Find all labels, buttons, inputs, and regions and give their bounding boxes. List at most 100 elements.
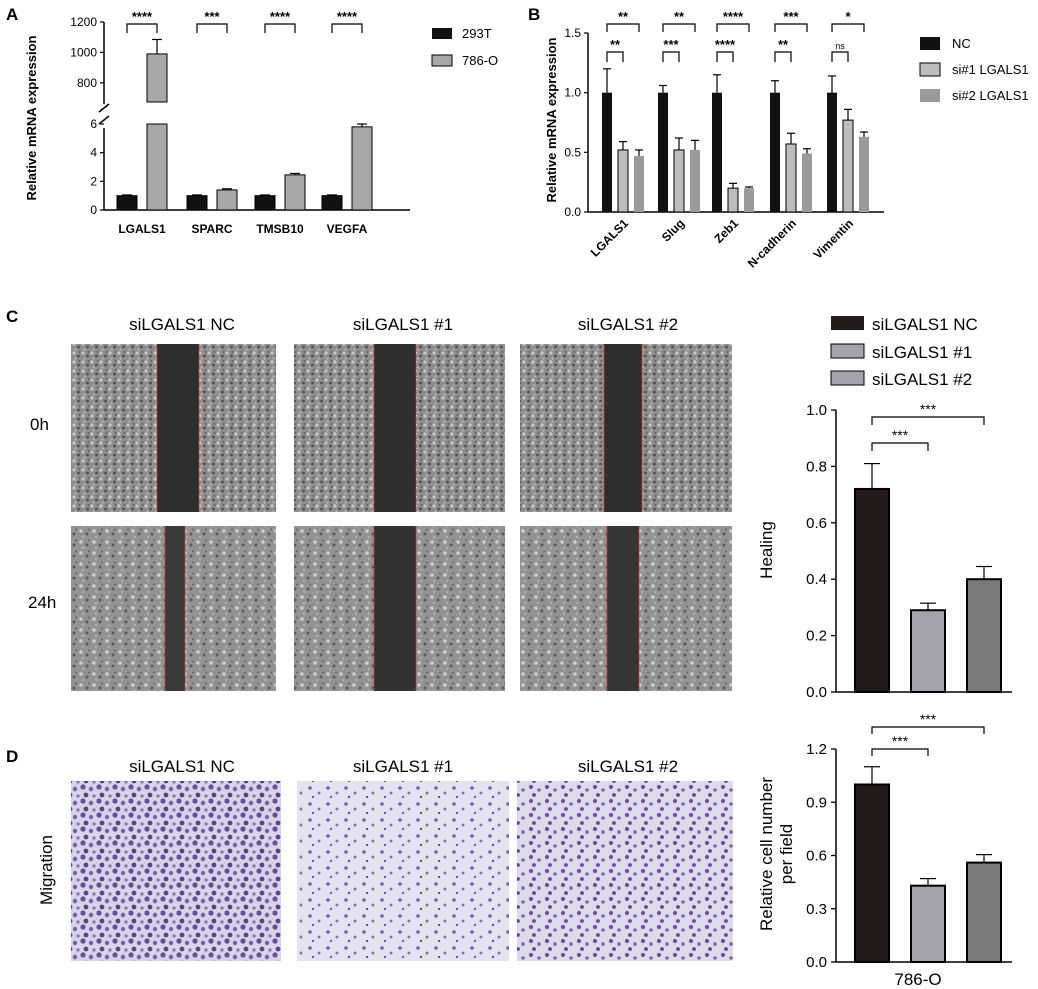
panel-c-chart: 0.0 0.2 0.4 0.6 0.8 1.0 *** *** — [806, 401, 1012, 701]
bar-nc — [770, 92, 780, 212]
legend-label-si1: si#1 LGALS1 — [952, 62, 1029, 77]
panel-a-tick-label: 800 — [77, 76, 97, 90]
panel-a-category-label: TMSB10 — [256, 222, 304, 236]
panel-d-sig-2-label: *** — [920, 711, 937, 727]
bar-nc — [658, 92, 668, 212]
panel-a-tick-label: 2 — [90, 174, 97, 188]
scratch-image-si1-24h — [294, 526, 505, 691]
bar-si1 — [673, 149, 685, 213]
panel-b-sig-outer-bracket — [774, 23, 808, 32]
panel-c-legend: siLGALS1 NC siLGALS1 #1 siLGALS1 #2 — [830, 315, 978, 389]
panel-a-tick-label: 6 — [90, 117, 97, 131]
bar-786o — [284, 174, 306, 211]
bar-si1 — [727, 187, 739, 213]
panel-a-tick-label: 1200 — [70, 15, 97, 29]
bar-786o-lower — [146, 123, 168, 211]
bar-si2 — [744, 188, 754, 212]
panel-c-row-0h: 0h — [30, 415, 49, 434]
bar-nc — [827, 92, 837, 212]
panel-c-tick-label: 0.6 — [806, 515, 827, 532]
panel-d-chart: 0.0 0.3 0.6 0.9 1.2 *** *** — [806, 711, 1012, 971]
panel-a-category-label: VEGFA — [327, 222, 368, 236]
bar-293t — [321, 195, 343, 211]
panel-b-sig-inner-label: ns — [835, 41, 845, 51]
panel-d-xlabel: 786-O — [894, 970, 941, 989]
panel-a-sig-label: **** — [270, 9, 291, 24]
bar-786o — [216, 189, 238, 211]
legend-label-c-2: siLGALS1 #2 — [872, 370, 972, 389]
panel-b-sig-inner-bracket — [606, 51, 624, 62]
panel-a-category-label: LGALS1 — [118, 222, 166, 236]
panel-b-sig-outer-bracket — [606, 23, 640, 32]
legend-label-c-nc: siLGALS1 NC — [872, 315, 978, 334]
legend-swatch-nc — [920, 37, 940, 50]
panel-c-tick-label: 0.0 — [806, 684, 827, 701]
panel-d-header-2: siLGALS1 #2 — [578, 757, 678, 776]
panel-b-category-label: Zeb1 — [711, 216, 741, 246]
panel-a-axis-break — [98, 103, 110, 113]
panel-b-category-label: LGALS1 — [588, 216, 632, 260]
bar-nc — [712, 92, 722, 212]
panel-c-label: C — [6, 307, 18, 326]
scratch-image-nc-24h — [71, 526, 276, 691]
bar-si1 — [785, 143, 797, 213]
panel-b-category-label: Slug — [659, 216, 687, 244]
panel-a-legend: 293T 786-O — [431, 26, 498, 68]
panel-d-sig-1-label: *** — [892, 733, 909, 749]
panel-b-sig-outer-label: ** — [618, 9, 629, 24]
panel-b-tick-label: 0.0 — [564, 205, 581, 219]
panel-d-tick-label: 0.6 — [806, 848, 827, 865]
panel-c-sig-1-bracket — [871, 442, 929, 451]
panel-c-row-24h: 24h — [28, 593, 56, 612]
panel-d-tick-label: 0.9 — [806, 794, 827, 811]
panel-a-sig-label: *** — [204, 9, 220, 24]
panel-c-sig-2-bracket — [871, 416, 985, 425]
bar-si1 — [617, 149, 629, 213]
legend-label-si2: si#2 LGALS1 — [952, 88, 1029, 103]
panel-b-sig-inner-label: ** — [610, 37, 621, 52]
panel-c-bar-nc — [854, 487, 890, 693]
panel-b-sig-outer-label: **** — [723, 9, 744, 24]
scratch-image-si1-0h — [294, 344, 505, 512]
bar-si2 — [859, 136, 869, 212]
migration-image-si2 — [517, 781, 733, 961]
panel-b-category-label: N-cadherin — [745, 216, 799, 270]
panel-d-bar-si2 — [966, 861, 1002, 963]
panel-d-tick-label: 0.3 — [806, 901, 827, 918]
panel-d-sig-2-bracket — [871, 726, 985, 734]
panel-a-tick-label: 0 — [90, 203, 97, 217]
panel-b-sig-inner-label: **** — [715, 37, 736, 52]
legend-label-c-1: siLGALS1 #1 — [872, 343, 972, 362]
bar-293t — [254, 195, 276, 211]
legend-swatch-si2 — [920, 89, 940, 102]
panel-a-tick-label: 4 — [90, 146, 97, 160]
panel-a-chart: 0 2 4 6 800 1000 1200 LGALS1 **** SPARC *** TMSB10 *… — [70, 9, 410, 236]
panel-a-sig-bracket — [196, 23, 228, 33]
panel-d-row-migration: Migration — [37, 835, 56, 905]
legend-swatch-786o — [431, 54, 453, 67]
bar-nc — [602, 92, 612, 212]
panel-c-header-1: siLGALS1 #1 — [353, 315, 453, 334]
legend-swatch-c-1 — [830, 343, 865, 359]
bar-si2 — [802, 153, 812, 212]
panel-a-sig-bracket — [264, 23, 296, 33]
panel-b-sig-outer-bracket — [662, 23, 696, 32]
scratch-image-si2-0h — [520, 344, 732, 512]
panel-d-label: D — [6, 747, 18, 766]
panel-c-sig-1-label: *** — [892, 427, 909, 443]
panel-b-sig-inner-label: ** — [778, 37, 789, 52]
panel-d-tick-label: 1.2 — [806, 741, 827, 758]
panel-c-sig-2-label: *** — [920, 401, 937, 417]
panel-b-tick-label: 1.0 — [564, 86, 581, 100]
panel-a-axis-break-2 — [98, 115, 110, 125]
legend-swatch-c-nc — [831, 316, 864, 330]
migration-image-nc — [71, 781, 281, 961]
panel-b-sig-inner-bracket — [831, 51, 849, 62]
panel-a-sig-label: **** — [337, 9, 358, 24]
migration-image-si1 — [297, 781, 509, 961]
panel-b-sig-outer-label: *** — [783, 9, 799, 24]
panel-b-label: B — [528, 5, 540, 24]
panel-b-sig-inner-label: *** — [663, 37, 679, 52]
scratch-image-si2-24h — [520, 526, 732, 691]
